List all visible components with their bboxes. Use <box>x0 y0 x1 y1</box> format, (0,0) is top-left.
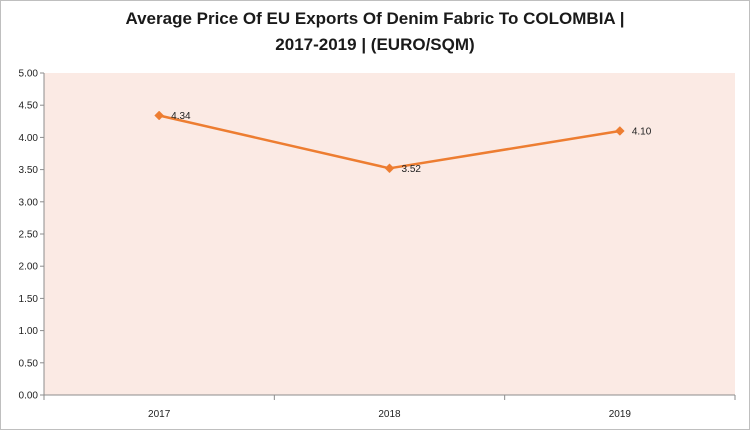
x-tick-label: 2017 <box>148 409 171 420</box>
chart-title-line-1: Average Price Of EU Exports Of Denim Fab… <box>125 9 625 28</box>
y-tick-label: 4.00 <box>19 133 39 144</box>
x-tick-label: 2018 <box>378 409 401 420</box>
y-axis-ticks: 0.00 0.50 1.00 1.50 2.00 2.50 3.00 3.50 4.00 4.50… <box>19 69 44 402</box>
plot-area <box>44 73 735 395</box>
y-tick-label: 2.00 <box>19 262 39 273</box>
y-tick-label: 5.00 <box>19 69 39 80</box>
y-tick-label: 1.00 <box>19 326 39 337</box>
series-group: 4.34 3.52 4.10 <box>154 110 652 175</box>
y-tick-label: 0.00 <box>19 391 39 402</box>
data-point-marker <box>154 110 165 121</box>
chart-title-line-2: 2017-2019 | (EURO/SQM) <box>275 35 475 54</box>
y-tick-label: 0.50 <box>19 358 39 369</box>
chart-title: Average Price Of EU Exports Of Denim Fab… <box>0 6 750 58</box>
x-tick-label: 2019 <box>609 409 632 420</box>
data-label: 4.34 <box>171 111 191 122</box>
y-tick-label: 3.50 <box>19 165 39 176</box>
x-axis-ticks: 2017 2018 2019 <box>43 395 736 420</box>
data-label: 4.10 <box>632 126 652 137</box>
y-tick-label: 2.50 <box>19 230 39 241</box>
y-tick-label: 4.50 <box>19 101 39 112</box>
data-label: 3.52 <box>402 164 422 175</box>
y-tick-label: 1.50 <box>19 294 39 305</box>
data-point-marker <box>614 126 625 136</box>
y-tick-label: 3.00 <box>19 197 39 208</box>
data-point-marker <box>384 163 395 174</box>
